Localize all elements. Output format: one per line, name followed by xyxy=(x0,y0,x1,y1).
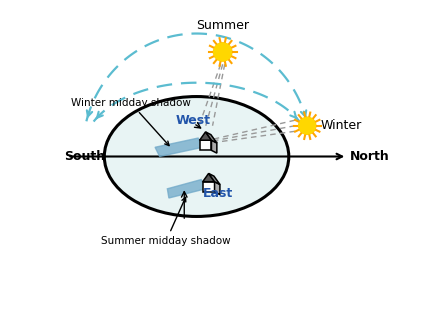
Polygon shape xyxy=(200,140,212,150)
Polygon shape xyxy=(209,173,220,184)
Polygon shape xyxy=(203,182,215,192)
Circle shape xyxy=(213,43,232,61)
Circle shape xyxy=(298,117,316,134)
Polygon shape xyxy=(215,182,220,195)
Text: North: North xyxy=(350,150,390,163)
Text: West: West xyxy=(176,114,211,127)
Text: Winter: Winter xyxy=(321,119,362,132)
Text: Summer: Summer xyxy=(196,19,249,32)
Ellipse shape xyxy=(104,96,289,217)
Polygon shape xyxy=(200,132,212,140)
Polygon shape xyxy=(206,132,217,143)
Text: East: East xyxy=(203,187,233,200)
Polygon shape xyxy=(212,140,217,153)
Text: Winter midday shadow: Winter midday shadow xyxy=(71,98,190,146)
Polygon shape xyxy=(203,173,215,182)
Text: Summer midday shadow: Summer midday shadow xyxy=(101,198,231,246)
Text: South: South xyxy=(64,150,105,163)
Polygon shape xyxy=(155,138,203,156)
Polygon shape xyxy=(167,180,206,198)
